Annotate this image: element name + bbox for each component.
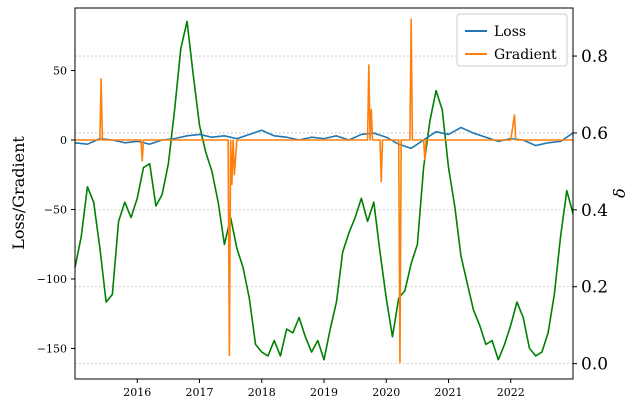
x-tick-label-1: 2017 — [186, 386, 214, 399]
y-right-tick-label-0: 0.0 — [581, 355, 608, 375]
y-left-tick-label-2: −50 — [44, 203, 67, 216]
y-axis-left-label: Loss/Gradient — [9, 136, 28, 250]
series-line-loss — [74, 126, 574, 150]
y-right-tick-label-1: 0.2 — [581, 278, 608, 298]
tick-layer: 0.0 0.2 0.4 0.6 0.8 50 0 −50 −100 −150 2016 2017 201… — [37, 47, 608, 399]
y-right-tick-label-4: 0.8 — [581, 47, 608, 67]
series-layer — [74, 18, 574, 364]
y-axis-right-label: δ — [610, 188, 629, 198]
x-tick-label-6: 2022 — [497, 386, 525, 399]
legend-label-loss: Loss — [494, 24, 526, 40]
y-right-tick-label-2: 0.4 — [581, 201, 608, 221]
y-left-tick-label-1: 0 — [60, 134, 67, 147]
legend: Loss Gradient — [456, 13, 568, 67]
series-line-delta — [74, 20, 574, 361]
x-tick-label-0: 2016 — [123, 386, 151, 399]
grid-lines — [75, 55, 573, 365]
y-right-tick-label-3: 0.6 — [581, 124, 608, 144]
x-tick-label-4: 2020 — [372, 386, 400, 399]
x-tick-label-2: 2018 — [248, 386, 276, 399]
y-left-tick-label-3: −100 — [37, 273, 67, 286]
legend-label-gradient: Gradient — [494, 47, 557, 63]
series-line-gradient — [75, 18, 573, 364]
x-tick-label-5: 2021 — [435, 386, 463, 399]
x-tick-label-3: 2019 — [310, 386, 338, 399]
y-left-tick-label-4: −150 — [37, 342, 67, 355]
y-left-tick-label-0: 50 — [53, 65, 67, 78]
